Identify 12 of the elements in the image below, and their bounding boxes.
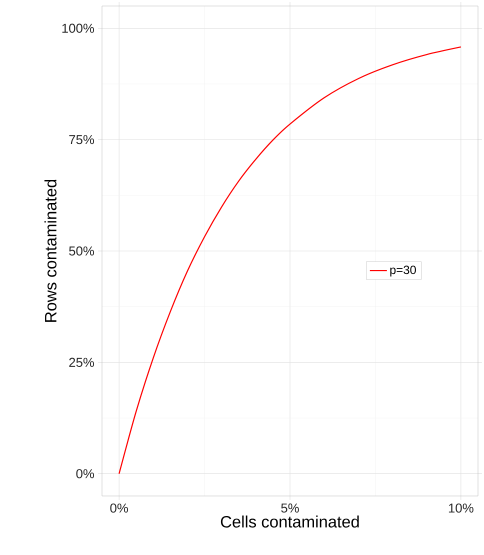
y-axis-title: Rows contaminated — [44, 180, 57, 322]
x-tick-label: 5% — [281, 504, 299, 513]
y-tick-label: 75% — [69, 135, 94, 144]
line-series — [118, 46, 462, 474]
y-tick-label: 0% — [76, 469, 94, 478]
x-tick-label: 0% — [110, 504, 128, 513]
legend-label: p=30 — [390, 266, 416, 276]
y-tick-label: 100% — [62, 24, 94, 33]
y-tick-label: 50% — [69, 246, 94, 256]
x-tick-label: 10% — [448, 504, 474, 513]
y-tick-label: 25% — [69, 358, 94, 367]
x-axis-title: Cells contaminated — [220, 516, 359, 528]
